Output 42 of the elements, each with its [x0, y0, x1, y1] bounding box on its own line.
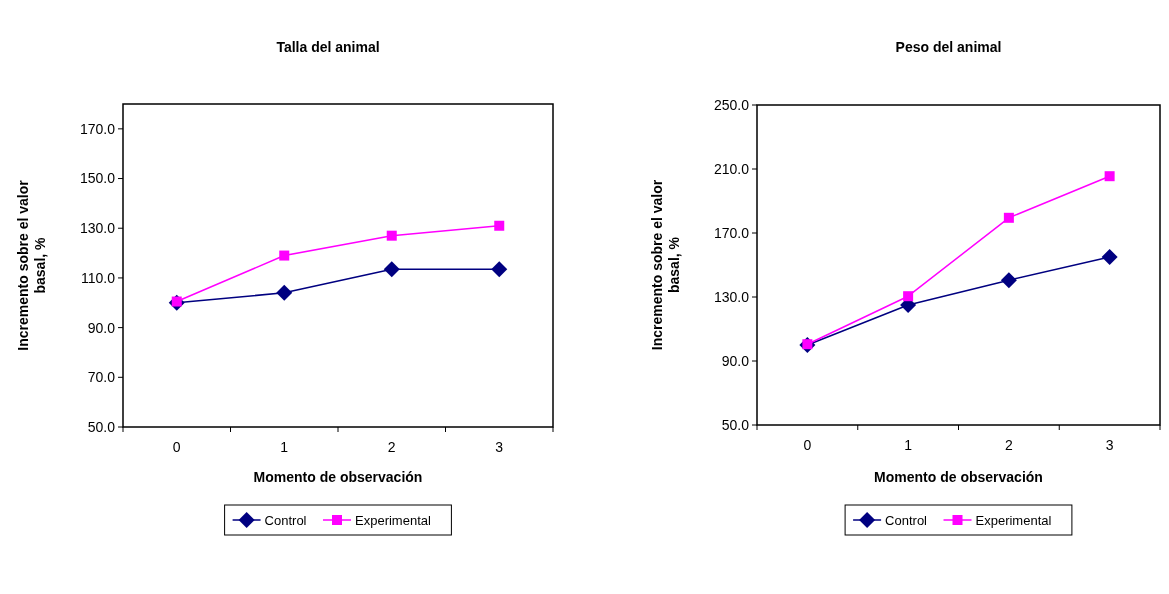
x-tick-label: 3: [495, 439, 504, 455]
legend-label: Experimental: [975, 512, 1052, 528]
x-tick-label: 2: [1004, 437, 1013, 453]
y-tick-label: 150.0: [79, 170, 116, 187]
x-tick-label: 1: [904, 437, 913, 453]
x-tick-label: 0: [172, 439, 181, 455]
y-tick-label: 210.0: [713, 160, 750, 177]
chart-title: Talla del animal: [276, 39, 380, 55]
point: [491, 261, 508, 278]
point: [1003, 212, 1014, 223]
y-tick-label: 50.0: [721, 416, 750, 433]
x-tick-label: 1: [280, 439, 289, 455]
point: [276, 284, 293, 301]
y-tick-label: 130.0: [713, 288, 750, 305]
y-tick-label: 130.0: [79, 220, 116, 237]
point: [1101, 249, 1118, 265]
x-tick-label: 2: [387, 439, 396, 455]
legend-label: Experimental: [355, 512, 431, 528]
y-tick-label: 90.0: [87, 319, 116, 336]
y-tick-label: 90.0: [721, 352, 750, 369]
x-axis-title: Momento de observación: [874, 469, 1043, 485]
point: [1000, 272, 1017, 289]
y-tick-label: 70.0: [87, 369, 116, 386]
y-tick-label: 170.0: [713, 224, 750, 241]
point: [279, 250, 290, 261]
x-axis-title: Momento de observación: [253, 469, 423, 485]
legend-label: Control: [885, 512, 928, 528]
point: [1104, 171, 1115, 182]
y-tick-label: 110.0: [81, 269, 116, 286]
chart-title: Peso del animal: [895, 39, 1002, 55]
y-axis-title: Incremento sobre el valor basal, %: [15, 179, 48, 351]
y-axis-title: Incremento sobre el valor basal, %: [649, 179, 682, 351]
point: [386, 230, 397, 241]
y-tick-label: 50.0: [87, 418, 116, 435]
x-tick-label: 3: [1105, 437, 1114, 453]
point: [383, 261, 400, 278]
legend-label: Control: [264, 512, 307, 528]
point: [903, 291, 914, 302]
y-tick-label: 250.0: [713, 96, 750, 113]
x-tick-label: 0: [803, 437, 812, 453]
y-tick-label: 170.0: [79, 120, 116, 137]
point: [494, 220, 505, 231]
